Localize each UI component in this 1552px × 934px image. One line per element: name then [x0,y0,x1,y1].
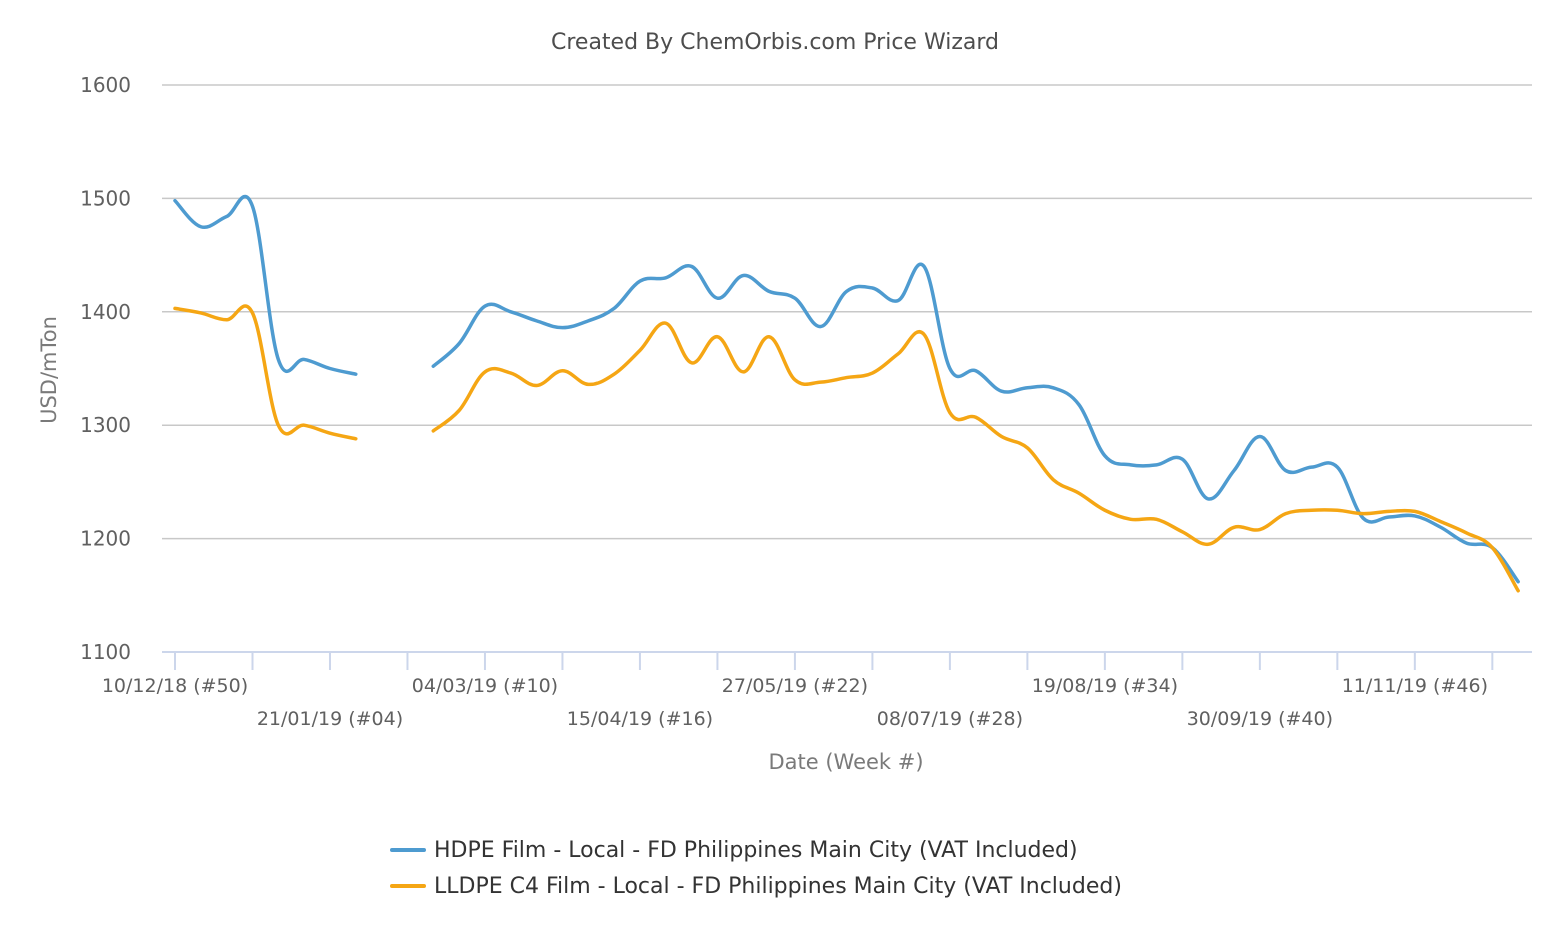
legend[interactable]: HDPE Film - Local - FD Philippines Main … [390,838,1122,899]
x-tick-label: 10/12/18 (#50) [102,675,248,697]
x-tick-label: 27/05/19 (#22) [722,675,868,697]
y-axis-ticks: 1100 1200 1300 1400 1500 1600 [80,73,131,664]
y-axis-title: USD/mTon [37,316,61,424]
y-tick-label: 1300 [80,413,131,437]
y-tick-label: 1200 [80,527,131,551]
y-tick-label: 1600 [80,73,131,97]
x-axis: 10/12/18 (#50) 21/01/19 (#04) 04/03/19 (#1… [102,651,1532,730]
legend-label-lldpe: LLDPE C4 Film - Local - FD Philippines M… [434,874,1122,899]
legend-item-hdpe[interactable]: HDPE Film - Local - FD Philippines Main … [390,838,1078,863]
series-segment [431,321,1520,593]
series-line-lldpe[interactable] [173,304,1520,593]
x-tick-label: 08/07/19 (#28) [877,708,1023,730]
y-tick-label: 1100 [80,640,131,664]
x-tick-label: 30/09/19 (#40) [1187,708,1333,730]
x-tick-label: 19/08/19 (#34) [1032,675,1178,697]
chart-title: Created By ChemOrbis.com Price Wizard [551,30,999,55]
x-tick-label: 04/03/19 (#10) [412,675,558,697]
legend-item-lldpe[interactable]: LLDPE C4 Film - Local - FD Philippines M… [390,874,1122,899]
series-segment [173,194,358,376]
x-tick-label: 15/04/19 (#16) [567,708,713,730]
series-line-hdpe[interactable] [173,194,1520,584]
y-tick-label: 1500 [80,186,131,210]
series-segment [173,304,358,441]
series-layer [173,194,1520,593]
y-tick-label: 1400 [80,300,131,324]
legend-label-hdpe: HDPE Film - Local - FD Philippines Main … [434,838,1078,863]
x-axis-title: Date (Week #) [768,750,923,774]
x-tick-label: 21/01/19 (#04) [257,708,403,730]
x-tick-label: 11/11/19 (#46) [1342,675,1488,697]
gridlines [162,84,1532,540]
series-segment [431,262,1520,584]
